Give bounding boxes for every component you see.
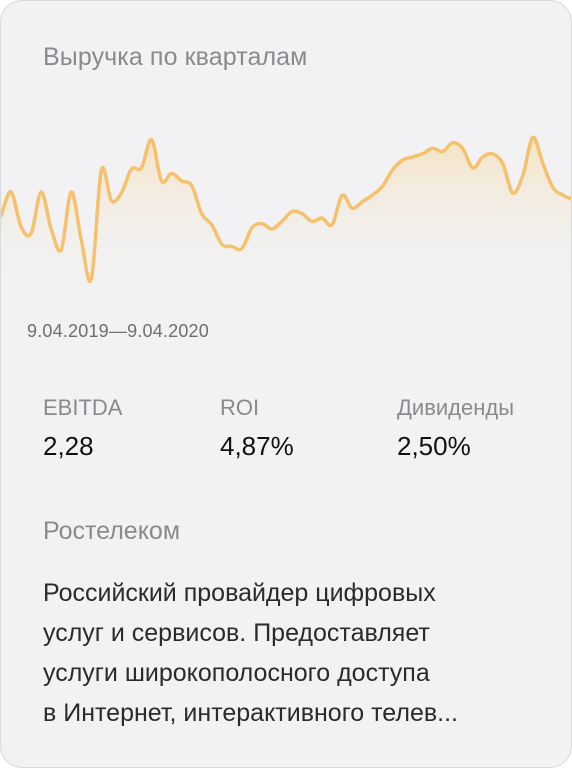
metric-ebitda: EBITDA 2,28 (43, 395, 122, 461)
chart-title: Выручка по кварталам (43, 43, 308, 71)
metric-label: EBITDA (43, 395, 123, 420)
metric-value: 4,87% (220, 431, 294, 461)
company-description: Российский провайдер цифровых услуг и се… (43, 573, 543, 733)
chart-line (1, 135, 571, 284)
company-name: Ростелеком (43, 517, 181, 545)
metric-label: Дивиденды (397, 395, 515, 420)
revenue-chart (1, 135, 571, 301)
metric-value: 2,28 (43, 431, 94, 461)
metric-value: 2,50% (397, 431, 471, 461)
description-line: в Интернет, интерактивного телев... (43, 699, 458, 727)
metric-label: ROI (220, 395, 260, 420)
description-line: Российский провайдер цифровых (43, 579, 436, 607)
description-line: услуг и сервисов. Предоставляет (43, 619, 430, 647)
metric-roi: ROI 4,87% (220, 395, 294, 461)
date-range: 9.04.2019—9.04.2020 (27, 321, 209, 341)
metric-dividends: Дивиденды 2,50% (397, 395, 514, 461)
description-line: услуги широкополосного доступа (43, 659, 430, 687)
